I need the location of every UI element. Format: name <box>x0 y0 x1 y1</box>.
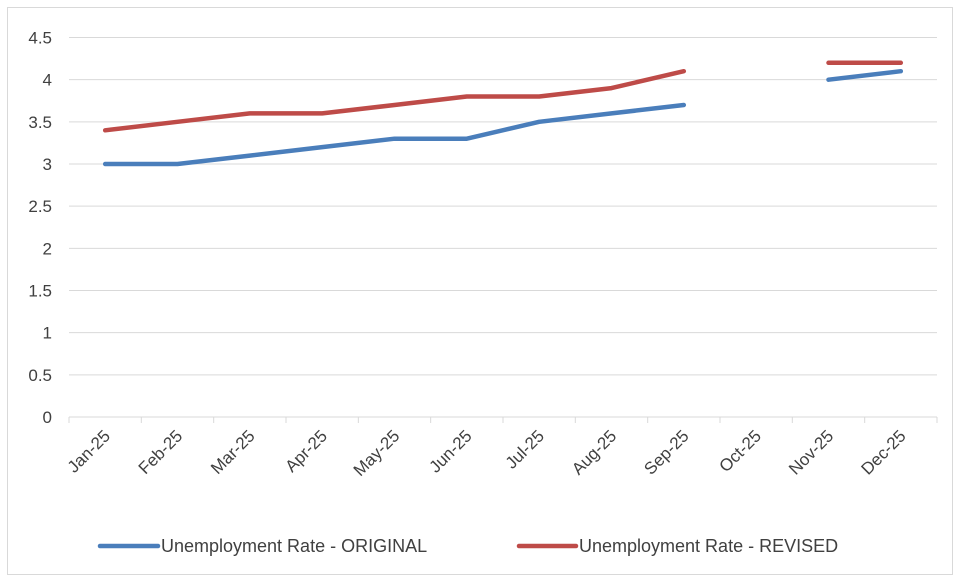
x-tick-label: Jan-25 <box>64 426 114 476</box>
legend-label: Unemployment Rate - ORIGINAL <box>161 536 427 556</box>
x-tick-label: Feb-25 <box>135 426 187 478</box>
x-tick-label: Aug-25 <box>568 426 620 478</box>
x-tick-label: Dec-25 <box>857 426 909 478</box>
x-tick-label: Nov-25 <box>785 426 837 478</box>
x-tick-label: Apr-25 <box>281 426 331 476</box>
y-tick-label: 4.5 <box>28 29 52 48</box>
x-tick-label: Mar-25 <box>207 426 259 478</box>
series-line-0 <box>102 102 687 167</box>
y-tick-label: 1 <box>43 324 52 343</box>
x-axis-ticks: Jan-25 Feb-25 Mar-25 Apr-25 May-25 Jun-25 Jul-… <box>64 417 938 480</box>
legend-label: Unemployment Rate - REVISED <box>579 536 838 556</box>
y-tick-label: 2 <box>43 239 52 258</box>
y-tick-label: 0 <box>43 408 52 427</box>
x-tick-label: Jun-25 <box>425 426 475 476</box>
y-tick-label: 2.5 <box>28 197 52 216</box>
series-lines <box>102 60 904 167</box>
x-tick-label: Oct-25 <box>715 426 765 476</box>
y-tick-label: 4 <box>43 71 52 90</box>
x-tick-label: May-25 <box>350 426 404 480</box>
y-tick-label: 0.5 <box>28 366 52 385</box>
x-tick-label: Jul-25 <box>502 426 548 472</box>
series-line-0 <box>826 68 904 82</box>
y-axis-ticks: 0 0.5 1 1.5 2 2.5 3 3.5 4 4.5 <box>28 29 52 428</box>
series-line-1 <box>102 68 687 133</box>
y-tick-label: 3 <box>43 155 52 174</box>
y-tick-label: 3.5 <box>28 113 52 132</box>
y-tick-label: 1.5 <box>28 282 52 301</box>
legend: Unemployment Rate - ORIGINAL Unemployment… <box>97 536 838 556</box>
x-tick-label: Sep-25 <box>640 426 692 478</box>
